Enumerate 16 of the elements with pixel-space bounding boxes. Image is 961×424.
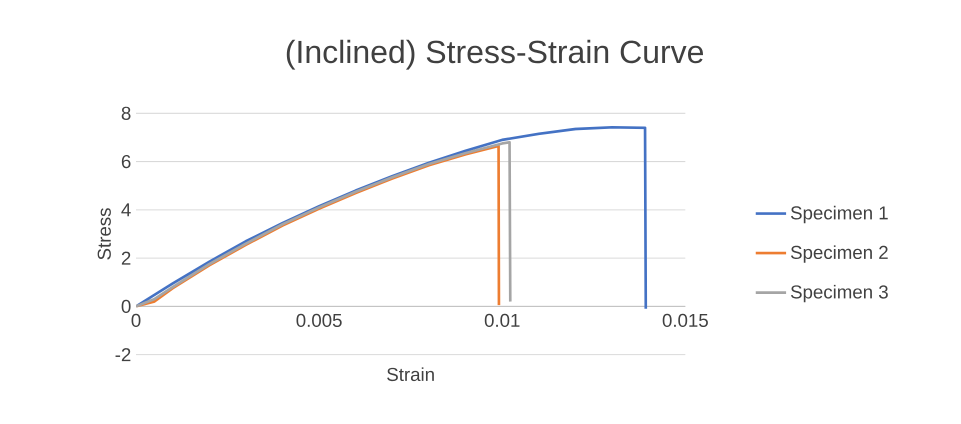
chart-title: (Inclined) Stress-Strain Curve xyxy=(286,40,704,70)
x-tick-label: 0.005 xyxy=(296,314,342,327)
legend-label: Specimen 3 xyxy=(790,284,888,302)
y-tick-label: 0 xyxy=(122,300,131,313)
legend-label: Specimen 2 xyxy=(790,245,888,263)
y-tick-label: 4 xyxy=(121,203,131,216)
x-tick-label: 0.015 xyxy=(662,314,708,327)
x-tick-label: 0.01 xyxy=(484,314,520,327)
legend-label: Specimen 1 xyxy=(790,206,888,224)
y-axis-title: Stress xyxy=(98,208,111,260)
y-tick-label: 8 xyxy=(122,106,130,120)
y-tick-label: 2 xyxy=(122,252,130,265)
x-axis-title: Strain xyxy=(387,367,434,382)
y-tick-label: 6 xyxy=(122,154,130,168)
x-tick-label: 0 xyxy=(132,314,140,327)
y-tick-label: -2 xyxy=(116,348,130,362)
